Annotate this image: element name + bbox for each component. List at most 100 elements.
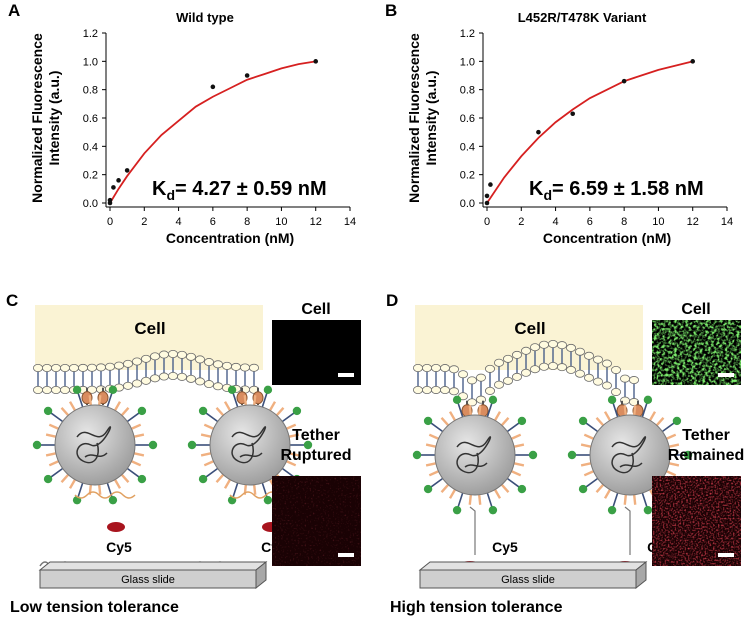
image-label: Cell — [301, 301, 330, 318]
lipid-head — [60, 363, 71, 372]
spike — [203, 423, 214, 430]
spike — [668, 462, 680, 467]
spike — [48, 423, 59, 430]
lipid-head — [158, 372, 169, 381]
lipid-head — [212, 360, 223, 369]
spike-head — [517, 484, 527, 494]
scale-bar — [338, 373, 354, 377]
spike — [611, 492, 619, 509]
spike — [113, 401, 122, 411]
spike — [204, 411, 219, 423]
lipid-head — [131, 379, 142, 388]
y-tick-label: 0.2 — [460, 170, 475, 182]
x-tick-label: 12 — [687, 216, 699, 228]
lipid-head — [431, 363, 442, 372]
lipid-head — [51, 363, 62, 372]
data-point — [570, 111, 576, 117]
y-axis-label: Normalized Fluorescence — [29, 33, 45, 203]
spike — [49, 467, 64, 479]
scale-bar — [718, 373, 734, 377]
spike-head — [452, 395, 462, 405]
x-axis-label: Concentration (nM) — [166, 230, 294, 246]
spike — [60, 407, 70, 417]
panel-label: B — [385, 1, 397, 20]
spike — [584, 421, 599, 433]
genome — [231, 426, 267, 464]
spike — [60, 473, 70, 483]
spike-head — [227, 385, 237, 395]
spike — [286, 460, 297, 467]
lipid-head — [185, 374, 196, 383]
x-tick-label: 10 — [652, 216, 664, 228]
spike — [106, 482, 114, 499]
lipid-head — [538, 340, 549, 349]
spike — [200, 433, 212, 438]
spike — [88, 395, 93, 406]
spike — [493, 489, 502, 499]
x-tick-label: 0 — [107, 216, 113, 228]
lipid-head — [123, 381, 134, 390]
lipid-head — [520, 368, 531, 377]
spike-head — [303, 440, 313, 450]
spike — [583, 433, 594, 440]
spike — [231, 482, 239, 499]
y-axis-label: Normalized Fluorescence — [406, 33, 422, 203]
lipid-head — [485, 364, 496, 373]
panel-label: A — [8, 1, 20, 20]
lipid-head — [203, 380, 214, 389]
x-tick-label: 6 — [210, 216, 216, 228]
data-point — [124, 168, 130, 173]
y-tick-label: 0.0 — [460, 198, 475, 210]
spike — [648, 411, 657, 421]
lipid-head — [601, 359, 612, 368]
data-point — [210, 84, 216, 90]
spring-tether — [469, 506, 476, 555]
spike — [623, 494, 628, 505]
image-label: Tether — [682, 427, 730, 444]
kd-symbol: K — [529, 178, 544, 200]
image-label: Remained — [668, 447, 744, 464]
lipid-head — [485, 386, 496, 395]
cell-label: Cell — [514, 319, 545, 338]
spike-head — [488, 395, 498, 405]
chart-title: L452R/T478K Variant — [518, 10, 647, 25]
lipid-head — [619, 374, 630, 383]
spike — [477, 405, 482, 416]
dye-label: Cy5 — [492, 539, 518, 555]
spike-head — [292, 406, 302, 416]
spike-head — [517, 416, 527, 426]
spike — [583, 470, 594, 477]
lipid-head — [51, 385, 62, 394]
lipid-head — [503, 354, 514, 363]
y-tick-label: 0.0 — [83, 198, 98, 210]
y-axis-label: Intensity (a.u.) — [423, 71, 439, 166]
data-point — [621, 78, 627, 84]
spike — [506, 477, 521, 489]
spike — [666, 433, 677, 440]
panel-label: D — [386, 291, 398, 310]
spike — [133, 433, 145, 438]
x-tick-label: 6 — [587, 216, 593, 228]
lipid-head — [422, 385, 433, 394]
spike-head — [43, 406, 53, 416]
data-point — [690, 59, 696, 64]
slide-label: Glass slide — [501, 574, 555, 586]
lipid-head — [494, 358, 505, 367]
spike — [252, 484, 257, 495]
y-tick-label: 1.0 — [83, 56, 98, 68]
x-tick-label: 0 — [484, 216, 490, 228]
spike — [97, 484, 102, 495]
chart-title: Wild type — [176, 10, 234, 25]
spike — [97, 395, 102, 406]
lipid-head — [628, 376, 639, 385]
spike-head — [148, 440, 158, 450]
micrograph-signal — [272, 476, 361, 566]
lipid-head — [476, 395, 487, 404]
genome — [611, 436, 647, 474]
lipid-head — [467, 376, 478, 385]
spike — [281, 411, 296, 423]
spike-head — [567, 450, 577, 460]
scale-bar — [718, 553, 734, 557]
lipid-head — [230, 362, 241, 371]
spike — [668, 443, 680, 448]
